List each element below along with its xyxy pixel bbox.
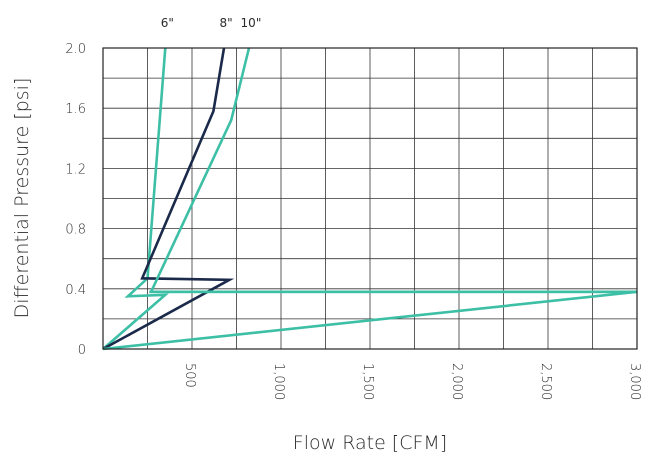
y-tick-label: 0.8 <box>65 223 86 238</box>
x-tick-label: 3,000 <box>627 363 642 400</box>
grid <box>103 48 637 349</box>
y-tick-label: 2.0 <box>65 42 86 57</box>
x-tick-label: 1,500 <box>360 363 375 400</box>
y-tick-label: 0.4 <box>65 283 86 298</box>
x-axis-title: Flow Rate [CFM] <box>293 432 447 454</box>
series-line-1 <box>102 47 235 351</box>
labels: 0 0.4 0.8 1.2 1.6 2.0 500 1,000 1,500 2,000 2,500 3… <box>65 16 642 400</box>
series-lines <box>102 47 638 351</box>
x-tick-label: 500 <box>182 363 197 388</box>
x-tick-label: 1,000 <box>271 363 286 400</box>
axes <box>102 47 638 350</box>
y-tick-label: 0 <box>78 343 86 358</box>
series-line-0 <box>102 47 169 350</box>
series-label-1: 8" <box>219 16 232 30</box>
series-label-0: 6" <box>161 16 174 30</box>
x-tick-label: 2,000 <box>449 363 464 400</box>
plot-frame <box>102 47 638 350</box>
series-label-2: 10" <box>241 16 262 30</box>
y-tick-label: 1.2 <box>65 162 86 177</box>
x-tick-label: 2,500 <box>538 363 553 400</box>
y-axis-title: Differential Pressure [psi] <box>11 78 33 319</box>
y-tick-label: 1.6 <box>65 102 86 117</box>
